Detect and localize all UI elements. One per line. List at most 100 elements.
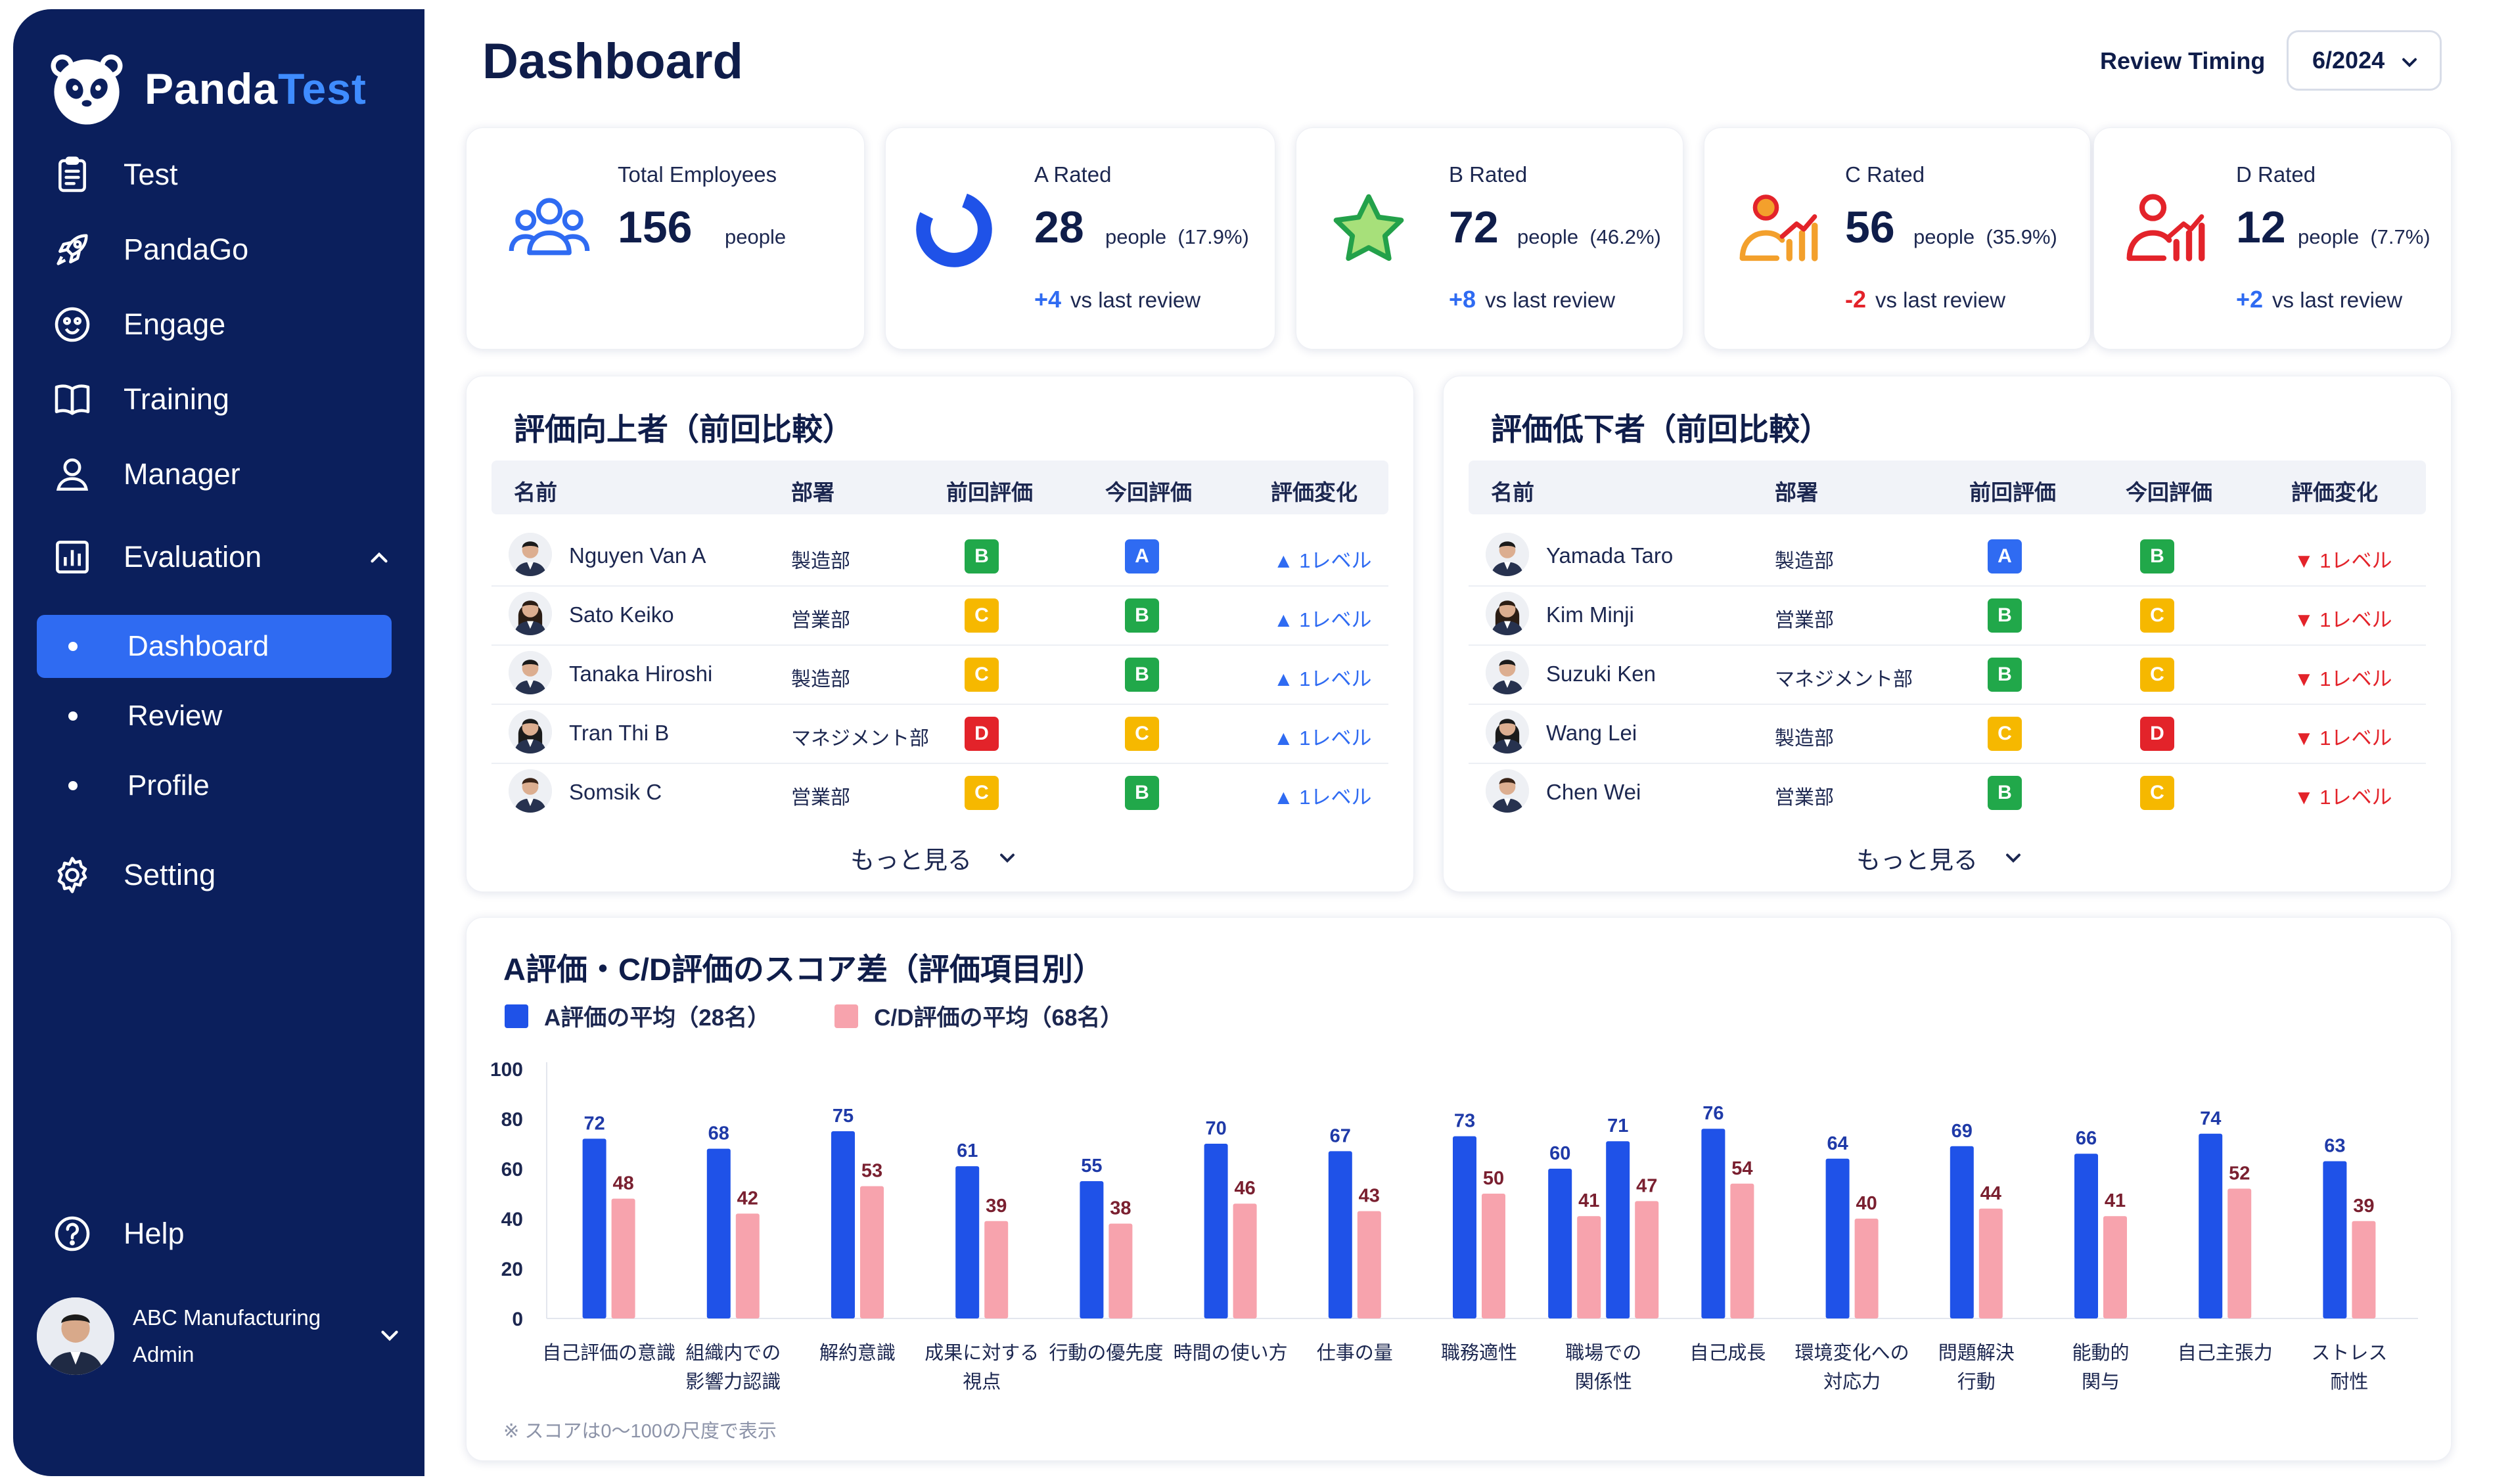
bar-cd — [1978, 1208, 2003, 1318]
people-icon — [506, 186, 593, 273]
kpi-label: C Rated — [1845, 162, 1925, 187]
kpi-value: 28 — [1034, 202, 1084, 252]
bar-a — [1204, 1144, 1228, 1318]
sidebar-item-test[interactable]: Test — [49, 143, 410, 206]
sidebar-item-pandago[interactable]: PandaGo — [49, 218, 410, 281]
table-row[interactable]: Nguyen Van A 製造部 B A ▲ 1レベル — [491, 526, 1388, 585]
card-title: 評価向上者（前回比較） — [514, 412, 854, 447]
grade-change: ▲ 1レベル — [1273, 608, 1372, 631]
y-tick-label: 60 — [501, 1159, 523, 1180]
employee-dept: 営業部 — [791, 787, 850, 809]
table-row[interactable]: Sato Keiko 営業部 C B ▲ 1レベル — [491, 585, 1388, 644]
table-row[interactable]: Kim Minji 営業部 B C ▼ 1レベル — [1469, 585, 2426, 644]
employee-name: Somsik C — [569, 780, 662, 804]
review-timing-select[interactable]: 6/2024 — [2287, 30, 2442, 91]
avatar — [1486, 651, 1529, 694]
curr-grade-badge: C — [1125, 717, 1159, 751]
sidebar-subitem-profile[interactable]: Profile — [37, 754, 392, 817]
table-header: 名前 部署 前回評価 今回評価 評価変化 — [1469, 461, 2426, 514]
data-label-a: 55 — [1081, 1156, 1102, 1177]
sidebar-subitem-review[interactable]: Review — [37, 685, 392, 748]
sidebar-item-training[interactable]: Training — [49, 368, 410, 431]
x-category-label: 解約意識 — [819, 1342, 896, 1364]
prev-grade-badge: C — [965, 598, 999, 633]
x-category-label: 影響力認識 — [685, 1371, 781, 1393]
kpi-label: A Rated — [1034, 162, 1112, 187]
data-label-cd: 41 — [1578, 1190, 1599, 1211]
bullet-dot — [68, 711, 78, 721]
column-header-dept: 部署 — [791, 480, 834, 505]
show-more-button[interactable]: もっと見る — [850, 840, 1019, 876]
table-row[interactable]: Wang Lei 製造部 C D ▼ 1レベル — [1469, 704, 2426, 763]
avatar — [509, 533, 552, 576]
data-label-a: 60 — [1549, 1143, 1570, 1164]
sidebar-item-setting[interactable]: Setting — [49, 843, 410, 907]
y-tick-label: 100 — [490, 1059, 523, 1081]
curr-grade-badge: C — [2140, 658, 2174, 692]
data-label-cd: 41 — [2105, 1190, 2126, 1211]
grade-change: ▲ 1レベル — [1273, 727, 1372, 750]
app-logo[interactable]: PandaTest — [46, 46, 367, 131]
sidebar-item-engage[interactable]: Engage — [49, 293, 410, 356]
prev-grade-badge: B — [965, 539, 999, 573]
grade-change: ▼ 1レベル — [2294, 727, 2392, 750]
employee-name: Tanaka Hiroshi — [569, 662, 713, 686]
kpi-label: D Rated — [2236, 162, 2316, 187]
x-category-label: 自己評価の意識 — [542, 1342, 675, 1364]
sidebar-subitem-dashboard[interactable]: Dashboard — [37, 615, 392, 678]
curr-grade-badge: B — [1125, 598, 1159, 633]
data-label-cd: 50 — [1483, 1168, 1504, 1189]
bar-chart-icon — [49, 533, 96, 581]
bar-cd — [1108, 1223, 1133, 1318]
table-row[interactable]: Yamada Taro 製造部 A B ▼ 1レベル — [1469, 526, 2426, 585]
x-category-label: 行動の優先度 — [1049, 1342, 1163, 1364]
x-category-label: 成果に対する — [925, 1342, 1039, 1364]
x-category-label: 組織内での — [685, 1342, 781, 1364]
row-divider — [1469, 763, 2426, 764]
column-header-change: 評価変化 — [1271, 480, 1358, 505]
show-more-button[interactable]: もっと見る — [1856, 840, 2025, 876]
x-category-label: 対応力 — [1823, 1371, 1881, 1393]
data-label-cd: 44 — [1980, 1183, 2001, 1204]
table-row[interactable]: Suzuki Ken マネジメント部 B C ▼ 1レベル — [1469, 644, 2426, 704]
employee-name: Yamada Taro — [1546, 543, 1674, 568]
employee-dept: マネジメント部 — [791, 728, 929, 750]
employee-dept: 営業部 — [1775, 787, 1834, 809]
chevron-up-icon[interactable] — [365, 544, 393, 572]
data-label-cd: 46 — [1234, 1178, 1255, 1199]
table-row[interactable]: Tran Thi B マネジメント部 D C ▲ 1レベル — [491, 704, 1388, 763]
user-profile[interactable]: ABC Manufacturing Admin — [37, 1290, 405, 1382]
data-label-a: 71 — [1607, 1115, 1628, 1136]
bar-a — [1548, 1169, 1572, 1318]
data-label-a: 69 — [1952, 1121, 1973, 1142]
sidebar-item-evaluation[interactable]: Evaluation — [49, 526, 410, 589]
chevron-down-icon[interactable] — [376, 1322, 403, 1349]
sidebar-item-manager[interactable]: Manager — [49, 443, 410, 506]
help-icon — [49, 1210, 96, 1257]
kpi-unit: people (17.9%) — [1105, 225, 1249, 248]
data-label-a: 63 — [2324, 1136, 2345, 1157]
x-category-label: 環境変化への — [1795, 1342, 1909, 1364]
sidebar-item-label: Test — [124, 158, 178, 191]
person-chart-icon — [1733, 186, 1820, 273]
avatar — [1486, 592, 1529, 635]
sidebar-item-label: Help — [124, 1217, 185, 1250]
table-row[interactable]: Tanaka Hiroshi 製造部 C B ▲ 1レベル — [491, 644, 1388, 704]
table-row[interactable]: Chen Wei 営業部 B C ▼ 1レベル — [1469, 763, 2426, 822]
kpi-d-rated: D Rated 12 people (7.7%) +2 vs last revie… — [2093, 127, 2452, 349]
x-category-label: 時間の使い方 — [1174, 1342, 1288, 1364]
row-divider — [491, 763, 1388, 764]
bar-cd — [2103, 1216, 2127, 1318]
legend-item-a: A評価の平均（28名） — [505, 999, 770, 1033]
prev-grade-badge: C — [965, 658, 999, 692]
prev-grade-badge: C — [1988, 717, 2022, 751]
table-row[interactable]: Somsik C 営業部 C B ▲ 1レベル — [491, 763, 1388, 822]
improved-employees-card: 評価向上者（前回比較） 名前 部署 前回評価 今回評価 評価変化 もっと見る N… — [466, 376, 1414, 892]
column-header-curr: 今回評価 — [2126, 480, 2212, 505]
employee-dept: 製造部 — [791, 551, 850, 572]
avatar — [509, 592, 552, 635]
sidebar-item-help[interactable]: Help — [49, 1202, 410, 1265]
prev-grade-badge: B — [1988, 776, 2022, 810]
curr-grade-badge: B — [2140, 539, 2174, 573]
data-label-cd: 48 — [612, 1173, 633, 1194]
